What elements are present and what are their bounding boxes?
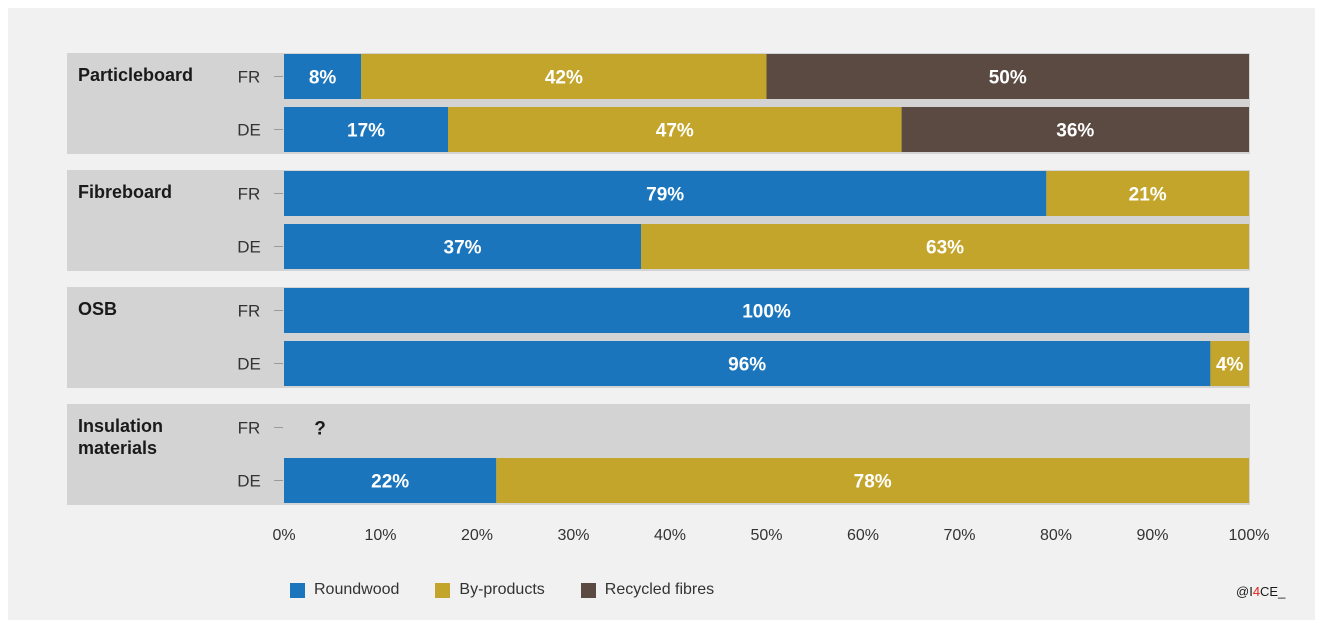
legend-label-recycled-fibres: Recycled fibres	[604, 581, 715, 598]
row-label-insulation-materials-de: DE	[237, 472, 261, 491]
watermark-prefix: @I	[1236, 584, 1253, 599]
bar-label-insulation-materials-de-by-products: 78%	[854, 472, 892, 493]
x-tick-8: 80%	[1040, 527, 1072, 544]
row-label-osb-fr: FR	[238, 302, 261, 321]
bar-particleboard-fr-recycled-fibres	[766, 54, 1249, 99]
bar-insulation-materials-de-roundwood	[284, 458, 497, 503]
bar-fibreboard-de-roundwood	[284, 224, 642, 269]
bar-label-fibreboard-fr-by-products: 21%	[1129, 185, 1167, 206]
legend-item-roundwood: Roundwood	[290, 581, 399, 599]
row-label-insulation-materials-fr: FR	[238, 419, 261, 438]
bar-fibreboard-fr-roundwood	[284, 171, 1047, 216]
bar-particleboard-de-recycled-fibres	[901, 107, 1249, 152]
bar-label-particleboard-de-by-products: 47%	[656, 121, 694, 142]
bar-particleboard-de-by-products	[448, 107, 902, 152]
x-tick-10: 100%	[1229, 527, 1270, 544]
bar-osb-de-by-products	[1210, 341, 1249, 386]
bar-osb-de-roundwood	[284, 341, 1211, 386]
bar-fibreboard-de-by-products	[641, 224, 1249, 269]
legend-item-by-products: By-products	[435, 581, 545, 599]
legend-swatch-recycled-fibres	[580, 582, 596, 598]
group-label-fibreboard: Fibreboard	[78, 182, 172, 202]
bar-particleboard-de-roundwood	[284, 107, 449, 152]
bar-label-fibreboard-de-by-products: 63%	[926, 238, 964, 259]
row-label-particleboard-de: DE	[237, 121, 261, 140]
x-tick-5: 50%	[750, 527, 782, 544]
legend-label-by-products: By-products	[459, 581, 545, 598]
watermark: @I4CE_	[1236, 584, 1285, 599]
x-tick-9: 90%	[1136, 527, 1168, 544]
bar-osb-fr-roundwood	[284, 288, 1249, 333]
bar-label-osb-fr-roundwood: 100%	[742, 302, 791, 323]
group-label-osb: OSB	[78, 299, 117, 319]
x-tick-3: 30%	[557, 527, 589, 544]
x-tick-0: 0%	[272, 527, 295, 544]
row-label-particleboard-fr: FR	[238, 68, 261, 87]
x-tick-4: 40%	[654, 527, 686, 544]
legend-label-roundwood: Roundwood	[314, 581, 400, 598]
legend-swatch-by-products	[435, 582, 451, 598]
x-tick-6: 60%	[847, 527, 879, 544]
bar-label-particleboard-de-recycled-fibres: 36%	[1056, 121, 1094, 142]
stacked-bar-chart: Particleboard FR 8% 42% 50% DE 17% 47% 36% Fibreb…	[67, 53, 1270, 544]
bar-label-osb-de-roundwood: 96%	[728, 355, 766, 376]
bar-label-particleboard-fr-roundwood: 8%	[309, 68, 337, 89]
row-label-osb-de: DE	[237, 355, 261, 374]
legend-swatch-roundwood	[290, 582, 305, 598]
watermark-accent: 4	[1252, 584, 1261, 599]
x-tick-1: 10%	[364, 527, 396, 544]
missing-data-insulation-materials-fr: ?	[314, 419, 326, 440]
bar-insulation-materials-de-by-products	[496, 458, 1249, 503]
group-label-insulation-materials: Insulation materials	[78, 416, 163, 458]
x-tick-2: 20%	[461, 527, 493, 544]
bar-label-particleboard-fr-by-products: 42%	[545, 68, 583, 89]
legend-item-recycled-fibres: Recycled fibres	[580, 581, 715, 599]
bar-label-fibreboard-de-roundwood: 37%	[444, 238, 482, 259]
bar-label-fibreboard-fr-roundwood: 79%	[646, 185, 684, 206]
chart-frame: Particleboard FR 8% 42% 50% DE 17% 47% 36% Fibreb…	[8, 8, 1315, 620]
legend: Roundwood By-products Recycled fibres	[290, 581, 750, 599]
bar-label-particleboard-de-roundwood: 17%	[347, 121, 385, 142]
bar-label-particleboard-fr-recycled-fibres: 50%	[989, 68, 1027, 89]
bar-label-insulation-materials-de-roundwood: 22%	[371, 472, 409, 493]
bar-particleboard-fr-by-products	[361, 54, 767, 99]
group-label-particleboard: Particleboard	[78, 65, 193, 85]
bar-particleboard-fr-roundwood	[284, 54, 362, 99]
bar-fibreboard-fr-by-products	[1046, 171, 1249, 216]
bar-label-osb-de-by-products: 4%	[1216, 355, 1244, 376]
row-label-fibreboard-fr: FR	[238, 185, 261, 204]
x-tick-7: 70%	[943, 527, 975, 544]
watermark-suffix: CE_	[1260, 584, 1286, 599]
row-label-fibreboard-de: DE	[237, 238, 261, 257]
